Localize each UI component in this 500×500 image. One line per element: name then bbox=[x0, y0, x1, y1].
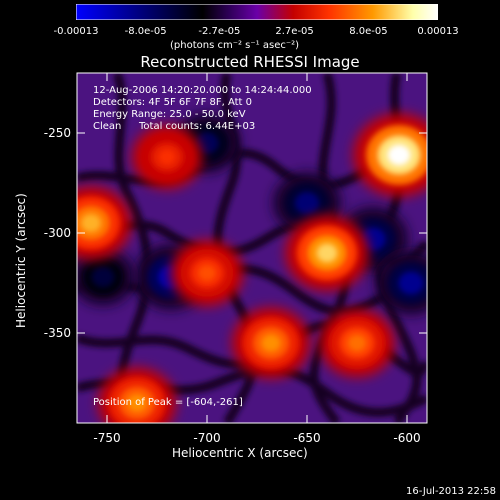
colorbar-tick-label: -0.00013 bbox=[53, 26, 99, 37]
bright-source-ring bbox=[197, 264, 217, 282]
bright-source-ring bbox=[261, 334, 281, 352]
colorbar-tick-label: -8.0e-05 bbox=[124, 26, 167, 37]
colorbar bbox=[75, 3, 439, 21]
colorbar-tick-label: -2.7e-05 bbox=[198, 26, 241, 37]
bright-source-ring bbox=[387, 144, 411, 166]
negative-source-ring bbox=[398, 271, 424, 295]
y-tick-label: -300 bbox=[44, 226, 71, 240]
bright-source-ring bbox=[347, 334, 367, 352]
chart-title: Reconstructed RHESSI Image bbox=[140, 53, 360, 71]
annotation-method: Clean bbox=[93, 121, 122, 132]
colorbar-units: (photons cm⁻² s⁻¹ asec⁻²) bbox=[170, 40, 300, 51]
x-tick-label: -600 bbox=[393, 431, 420, 445]
timestamp: 16-Jul-2013 22:58 bbox=[405, 486, 496, 497]
x-tick-label: -750 bbox=[93, 431, 120, 445]
annotation-total-counts: Total counts: 6.44E+03 bbox=[139, 121, 256, 132]
negative-source-ring bbox=[91, 266, 115, 288]
colorbar-gradient bbox=[75, 3, 439, 21]
bright-source bbox=[232, 307, 310, 379]
bright-source bbox=[170, 240, 244, 306]
bright-source bbox=[319, 308, 395, 378]
bright-source-ring bbox=[316, 243, 338, 263]
colorbar-tick-label: 8.0e-05 bbox=[349, 26, 388, 37]
bright-source bbox=[132, 125, 202, 189]
y-tick-label: -350 bbox=[44, 326, 71, 340]
annotation-time-range: 12-Aug-2006 14:20:20.000 to 14:24:44.000 bbox=[93, 85, 312, 96]
x-axis-label: Heliocentric X (arcsec) bbox=[172, 446, 308, 460]
annotation-detectors: Detectors: 4F 5F 6F 7F 8F, Att 0 bbox=[93, 97, 253, 108]
colorbar-tick-label: 0.00013 bbox=[417, 26, 459, 37]
bright-source-ring bbox=[80, 213, 102, 233]
negative-source-ring bbox=[294, 191, 320, 215]
heatmap-plot-area: 12-Aug-2006 14:20:20.000 to 14:24:44.000… bbox=[77, 73, 427, 423]
colorbar-tick-label: 2.7e-05 bbox=[275, 26, 314, 37]
annotation-peak-position: Position of Peak = [-604,-261] bbox=[93, 397, 243, 408]
x-tick-label: -700 bbox=[193, 431, 220, 445]
bright-source bbox=[285, 215, 369, 291]
y-axis-label: Heliocentric Y (arcsec) bbox=[14, 193, 28, 328]
bright-source-ring bbox=[158, 149, 176, 165]
y-tick-label: -250 bbox=[44, 126, 71, 140]
annotation-energy-range: Energy Range: 25.0 - 50.0 keV bbox=[93, 109, 246, 120]
x-tick-label: -650 bbox=[293, 431, 320, 445]
